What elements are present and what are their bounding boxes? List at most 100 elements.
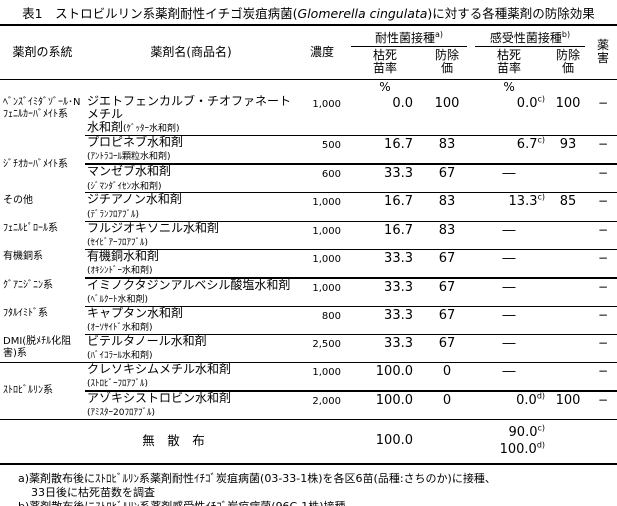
drug-name: イミノクタジンアルベシル酸塩水和剤 xyxy=(87,277,291,292)
resistant-control-value: 67 xyxy=(423,249,472,279)
value: 0.0 xyxy=(516,96,538,111)
susceptible-kill-rate: ― xyxy=(471,277,548,307)
unit-percent-resistant: % xyxy=(379,79,391,94)
table-row: DMI(脱ﾒﾁﾙ化阻害)系 ビテルタノール水和剤 (ﾊﾞｲｺﾗｰﾙ水和剤) 2,5… xyxy=(0,334,617,363)
resistant-kill-rate: 16.7 xyxy=(347,135,423,166)
table-row: アゾキシストロビン水和剤 (ｱﾐｽﾀｰ20ﾌﾛｱﾌﾞﾙ) 2,000 100.0 … xyxy=(0,390,617,421)
footnote-ref: d) xyxy=(536,391,546,401)
header-resistant-group: 耐性菌接種a) xyxy=(347,25,471,47)
susceptible-group-label: 感受性菌接種 xyxy=(489,30,562,45)
system-cell: ｽﾄﾛﾋﾞﾙﾘﾝ系 xyxy=(0,362,85,421)
table-row: ﾌﾀﾙｲﾐﾄﾞ系 キャプタン水和剤 (ｵｰｿｻｲﾄﾞ水和剤) 800 33.3 6… xyxy=(0,306,617,335)
footnote-ref-a: a) xyxy=(435,29,444,39)
control-value-line1: 防除 xyxy=(435,48,460,62)
susceptible-control-value xyxy=(547,277,590,307)
kill-rate-line2: 苗率 xyxy=(372,61,397,76)
drug-cell: アゾキシストロビン水和剤 (ｱﾐｽﾀｰ20ﾌﾛｱﾌﾞﾙ) xyxy=(85,390,297,421)
header-concentration: 濃度 xyxy=(297,25,347,80)
susceptible-kill-rate: 13.3c) xyxy=(471,192,548,222)
phytotoxicity: − xyxy=(589,135,617,166)
drug-cell: プロピネブ水和剤 (ｱﾝﾄﾗｺｰﾙ顆粒水和剤) xyxy=(85,135,297,166)
header-susceptible-control-value: 防除価 xyxy=(547,47,590,80)
drug-name: フルジオキソニル水和剤 xyxy=(87,221,220,235)
resistant-control-value: 67 xyxy=(423,164,472,194)
footnote-a-continuation: 33日後に枯死苗数を調査 xyxy=(31,485,155,499)
resistant-kill-rate: 16.7 xyxy=(347,192,423,222)
resistant-control-value: 0 xyxy=(423,362,472,392)
unit-percent-susceptible: % xyxy=(503,79,515,94)
footnote-ref-d: d) xyxy=(536,440,546,450)
susceptible-control-value xyxy=(547,362,590,392)
value: ― xyxy=(502,363,516,379)
resistant-control-value: 67 xyxy=(423,277,472,307)
drug-cell: マンゼブ水和剤 (ｼﾞﾏﾝﾀﾞｲｾﾝ水和剤) xyxy=(85,164,297,194)
phytotoxicity: − xyxy=(589,249,617,279)
untreated-susceptible-value-1: 90.0c) xyxy=(471,424,545,442)
phytotoxicity: − xyxy=(589,95,617,137)
system-cell: ｸﾞｱﾆｼﾞﾆﾝ系 xyxy=(3,279,53,291)
kill-rate-line1: 枯死 xyxy=(372,48,397,62)
susceptible-kill-rate: 0.0c) xyxy=(471,95,548,137)
untreated-resistant-kill-rate: 100.0 xyxy=(347,419,423,465)
system-cell: ﾌｪﾆﾙﾋﾟﾛｰﾙ系 xyxy=(3,223,58,234)
kill-rate-line1: 枯死 xyxy=(497,48,522,62)
drug-name: ジエトフェンカルブ・チオファネートメチル xyxy=(87,95,292,122)
susceptible-kill-rate: ― xyxy=(471,249,548,279)
resistant-kill-rate: 100.0 xyxy=(347,390,423,421)
resistant-kill-rate: 33.3 xyxy=(347,277,423,307)
empty-cell xyxy=(423,419,472,465)
header-phytotoxicity: 薬 害 xyxy=(589,25,617,80)
resistant-control-value: 100 xyxy=(423,95,472,137)
value: ― xyxy=(502,307,516,323)
unit-spacer xyxy=(423,79,471,95)
footnote-a: a)薬剤散布後にｽﾄﾛﾋﾞﾙﾘﾝ系薬剤耐性ｲﾁｺﾞ炭疽病菌(03-33-1株)を… xyxy=(18,471,496,485)
system-cell: その他 xyxy=(3,194,33,206)
concentration: 2,000 xyxy=(297,390,347,421)
system-cell: ｼﾞﾁｵｶｰﾊﾞﾒｲﾄ系 xyxy=(3,158,68,170)
drug-cell: フルジオキソニル水和剤 (ｾｲﾋﾞｱｰﾌﾛｱﾌﾞﾙ) xyxy=(85,221,297,250)
susceptible-control-value xyxy=(547,334,590,363)
resistant-kill-rate: 0.0 xyxy=(347,95,423,137)
concentration: 500 xyxy=(297,135,347,166)
footnotes: a)薬剤散布後にｽﾄﾛﾋﾞﾙﾘﾝ系薬剤耐性ｲﾁｺﾞ炭疽病菌(03-33-1株)を… xyxy=(0,465,617,506)
drug-name: プロピネブ水和剤 xyxy=(87,135,184,150)
concentration: 1,000 xyxy=(297,192,347,222)
title-text: 表1 ストロビルリン系薬剤耐性イチゴ炭疽病菌( xyxy=(22,6,298,21)
control-value-line1: 防除 xyxy=(556,48,581,62)
concentration: 2,500 xyxy=(297,334,347,363)
resistant-control-value: 67 xyxy=(423,334,472,363)
drug-cell: 有機銅水和剤 (ｵｷｼﾝﾄﾞｰ水和剤) xyxy=(85,249,297,279)
system-cell: ﾌﾀﾙｲﾐﾄﾞ系 xyxy=(3,308,48,320)
susceptible-kill-rate: 0.0d) xyxy=(471,390,548,421)
table-row: ｸﾞｱﾆｼﾞﾆﾝ系 イミノクタジンアルベシル酸塩水和剤 (ﾍﾞﾙｸｰﾄ水和剤) 1… xyxy=(0,277,617,307)
header-drug-name: 薬剤名(商品名) xyxy=(85,25,297,80)
drug-name: クレソキシムメチル水和剤 xyxy=(87,362,232,376)
footnote-ref: c) xyxy=(537,135,546,145)
unit-spacer xyxy=(0,79,347,95)
footnote-b: b)薬剤散布後にｽﾄﾛﾋﾞﾙﾘﾝ系薬剤感受性ｲﾁｺﾞ炭疽病菌(96C-1株)接種 xyxy=(18,500,617,506)
species-name: Glomerella cingulata xyxy=(297,6,428,21)
resistant-kill-rate: 33.3 xyxy=(347,164,423,194)
product-name: (ｵｰｿｻｲﾄﾞ水和剤) xyxy=(87,322,153,333)
phytotoxicity: − xyxy=(589,277,617,307)
susceptible-kill-rate: 6.7c) xyxy=(471,135,548,166)
value: 90.0 xyxy=(508,424,538,440)
resistant-kill-rate: 100.0 xyxy=(347,362,423,392)
value: ― xyxy=(502,222,516,238)
phytotoxicity-label-line1: 薬 xyxy=(597,38,610,53)
product-name: (ｼﾞﾏﾝﾀﾞｲｾﾝ水和剤) xyxy=(87,181,162,192)
concentration: 800 xyxy=(297,306,347,335)
product-name: (ｾｲﾋﾞｱｰﾌﾛｱﾌﾞﾙ) xyxy=(87,237,149,248)
system-cell: ﾍﾞﾝｽﾞｲﾐﾀﾞｿﾞｰﾙ･Nﾌｪﾆﾙｶｰﾊﾞﾒｲﾄ系 xyxy=(3,97,81,120)
phytotoxicity-label-line2: 害 xyxy=(597,51,610,66)
phytotoxicity: − xyxy=(589,362,617,392)
header-row-subcolumns: 枯死 苗率 防除価 枯死 苗率 防除価 xyxy=(0,47,617,80)
value: ― xyxy=(502,250,516,266)
value: ― xyxy=(502,335,516,351)
untreated-row: 無 散 布 100.0 90.0c) 100.0d) xyxy=(0,419,617,465)
product-name: (ｱﾐｽﾀｰ20ﾌﾛｱﾌﾞﾙ) xyxy=(87,408,155,419)
resistant-control-value: 83 xyxy=(423,135,472,166)
value: 100.0 xyxy=(499,442,537,458)
table-row: ｼﾞﾁｵｶｰﾊﾞﾒｲﾄ系 プロピネブ水和剤 (ｱﾝﾄﾗｺｰﾙ顆粒水和剤) 500 … xyxy=(0,135,617,170)
